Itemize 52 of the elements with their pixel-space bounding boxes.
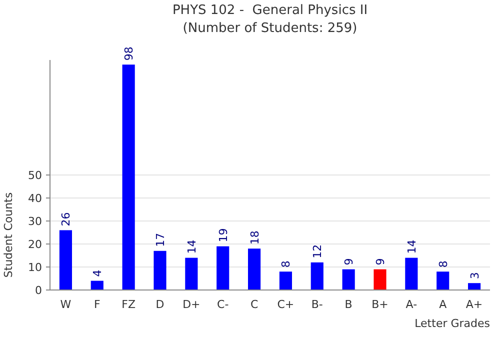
data-label: 98	[122, 46, 136, 61]
y-tick-label: 10	[28, 260, 42, 274]
x-tick-label: W	[60, 298, 72, 311]
x-tick-label: B	[344, 298, 352, 311]
bar	[185, 258, 198, 290]
y-tick-label: 50	[28, 168, 42, 182]
data-label: 8	[436, 260, 450, 268]
bar	[374, 269, 386, 290]
bar	[310, 262, 324, 290]
x-tick-label: A	[439, 298, 448, 311]
data-label: 3	[468, 272, 482, 280]
bar	[59, 230, 72, 290]
y-axis-title: Student Counts	[2, 192, 15, 278]
bar	[90, 280, 104, 290]
data-label: 9	[374, 258, 387, 266]
bar	[154, 250, 166, 290]
data-label: 18	[248, 230, 262, 245]
bar	[248, 248, 261, 290]
y-tick-label: 30	[28, 214, 42, 228]
x-tick-label: D+	[182, 298, 200, 311]
data-label: 9	[342, 258, 356, 266]
bar	[342, 269, 355, 290]
x-tick-label: A+	[466, 298, 483, 311]
x-tick-label: F	[94, 298, 100, 311]
x-tick-label: A-	[406, 298, 418, 311]
bar	[279, 272, 292, 290]
x-tick-label: FZ	[122, 298, 136, 311]
x-tick-label: D	[156, 298, 164, 311]
chart-title: PHYS 102 - General Physics II	[172, 3, 368, 18]
y-tick-label: 0	[35, 284, 42, 297]
y-tick-label: 20	[28, 238, 42, 251]
bar	[468, 283, 481, 290]
bar	[436, 272, 450, 290]
bar	[122, 64, 135, 290]
data-label: 14	[405, 240, 418, 254]
bar	[405, 258, 418, 290]
data-label: 26	[60, 212, 73, 226]
data-label: 4	[91, 270, 104, 277]
x-tick-label: C-	[217, 298, 229, 311]
data-label: 8	[280, 260, 293, 268]
data-label: 14	[185, 240, 198, 254]
y-tick-label: 40	[28, 192, 42, 205]
x-tick-label: B-	[311, 298, 323, 311]
chart-subtitle: (Number of Students: 259)	[182, 21, 358, 36]
data-label: 17	[154, 232, 167, 247]
bar	[216, 246, 230, 290]
data-label: 19	[216, 228, 230, 242]
x-axis-title: Letter Grades	[414, 317, 490, 330]
x-tick-label: C	[250, 298, 258, 311]
data-label: 12	[311, 244, 324, 258]
x-tick-label: C+	[277, 298, 294, 311]
x-tick-label: B+	[372, 298, 388, 311]
